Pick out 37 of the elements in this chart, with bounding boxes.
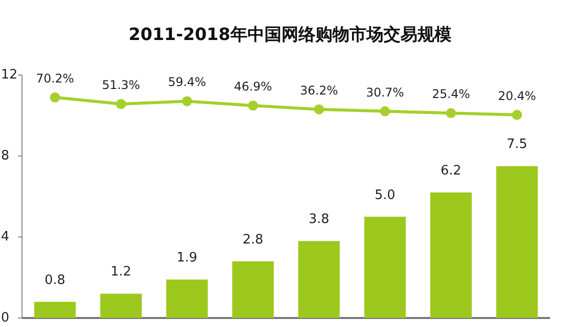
data-label: 30.7% bbox=[366, 85, 404, 100]
data-label: 46.9% bbox=[234, 80, 272, 94]
data-label: 36.2% bbox=[300, 83, 338, 98]
point bbox=[512, 110, 522, 120]
point bbox=[116, 99, 126, 110]
data-label: 0.8 bbox=[44, 272, 66, 288]
point bbox=[380, 106, 390, 116]
y-tick-label: 12 bbox=[1, 68, 18, 82]
data-label: 20.4% bbox=[498, 88, 536, 103]
point bbox=[50, 92, 60, 102]
data-label: 59.4% bbox=[168, 75, 206, 90]
bar bbox=[34, 302, 76, 318]
point bbox=[182, 96, 192, 106]
data-label: 25.4% bbox=[432, 87, 470, 102]
bar bbox=[430, 192, 472, 318]
point bbox=[314, 104, 324, 114]
y-tick-label: 0 bbox=[1, 310, 10, 326]
data-label: 7.5 bbox=[506, 137, 528, 152]
y-tick-label: 4 bbox=[1, 230, 10, 244]
point bbox=[248, 100, 258, 111]
data-label: 70.2% bbox=[36, 71, 74, 86]
y-tick-label: 8 bbox=[1, 148, 10, 164]
point bbox=[446, 108, 456, 118]
data-label: 1.2 bbox=[110, 264, 132, 280]
data-label: 6.2 bbox=[440, 163, 462, 178]
bar bbox=[364, 216, 406, 318]
chart-title: 2011-2018年中国网络购物市场交易规模 bbox=[128, 25, 452, 45]
bar bbox=[298, 241, 340, 318]
data-label: 5.0 bbox=[374, 188, 396, 203]
bar bbox=[232, 261, 274, 318]
data-label: 2.8 bbox=[242, 232, 264, 248]
bar bbox=[496, 166, 538, 318]
data-label: 1.9 bbox=[176, 250, 198, 266]
data-label: 51.3% bbox=[102, 78, 140, 92]
bar bbox=[100, 294, 142, 318]
data-label: 3.8 bbox=[308, 212, 330, 228]
bar bbox=[166, 280, 208, 318]
